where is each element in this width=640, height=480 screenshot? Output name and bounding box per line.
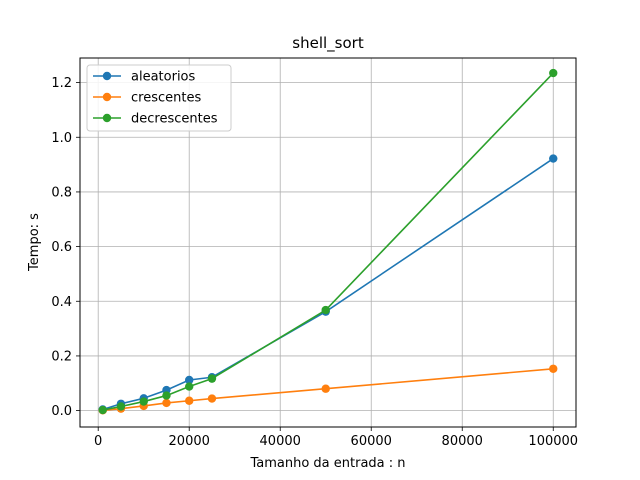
- data-point-crescentes: [162, 398, 171, 408]
- series-layer: [98, 68, 558, 415]
- legend-marker: [102, 92, 112, 102]
- y-axis-label: Tempo: s: [27, 213, 42, 272]
- y-tick-label: 0.6: [51, 240, 72, 255]
- legend-label: aleatorios: [131, 70, 196, 85]
- data-point-decrescentes: [207, 374, 217, 383]
- legend: aleatorios crescentes decrescentes: [86, 64, 232, 132]
- data-point-decrescentes: [98, 405, 107, 415]
- data-point-decrescentes: [116, 402, 126, 411]
- series-decrescentes: [98, 68, 558, 415]
- legend-marker: [102, 113, 112, 123]
- x-axis-label: Tamanho da entrada : n: [249, 456, 405, 471]
- grid-lines: [80, 58, 576, 427]
- x-tick-label: 20000: [169, 434, 210, 449]
- data-point-aleatorios: [185, 375, 194, 385]
- data-point-decrescentes: [185, 382, 194, 391]
- y-tick-label: 0.0: [51, 404, 72, 419]
- x-tick-label: 80000: [442, 434, 483, 449]
- x-tick-label: 0: [94, 434, 102, 449]
- x-tick-label: 60000: [351, 434, 392, 449]
- data-point-decrescentes: [139, 397, 148, 406]
- data-point-crescentes: [185, 396, 194, 405]
- data-point-aleatorios: [549, 154, 558, 163]
- data-point-decrescentes: [549, 68, 558, 78]
- y-tick-label: 1.2: [51, 76, 72, 91]
- y-tick-label: 0.8: [51, 185, 72, 200]
- chart-title: shell_sort: [292, 34, 364, 53]
- legend-item-aleatorios: aleatorios: [93, 70, 196, 85]
- y-tick-label: 0.4: [51, 295, 72, 310]
- data-point-decrescentes: [321, 305, 330, 315]
- legend-item-decrescentes: decrescentes: [93, 112, 218, 127]
- y-tick-label: 0.2: [51, 349, 72, 364]
- data-point-crescentes: [207, 394, 217, 403]
- plot-frame: [79, 57, 577, 428]
- legend-box: [86, 64, 232, 132]
- x-tick-label: 40000: [260, 434, 301, 449]
- x-axis-ticks: 0 20000 40000 60000 80000 100000: [94, 427, 578, 449]
- y-axis-ticks: 0.0 0.2 0.4 0.6 0.8 1.0 1.2: [51, 76, 80, 419]
- legend-item-crescentes: crescentes: [93, 91, 201, 106]
- y-tick-label: 1.0: [51, 131, 72, 146]
- x-tick-label: 100000: [528, 434, 578, 449]
- legend-marker: [102, 71, 112, 81]
- data-point-crescentes: [549, 364, 558, 373]
- legend-label: decrescentes: [131, 112, 218, 127]
- legend-label: crescentes: [131, 91, 201, 106]
- data-point-decrescentes: [162, 391, 171, 400]
- data-point-crescentes: [321, 384, 330, 393]
